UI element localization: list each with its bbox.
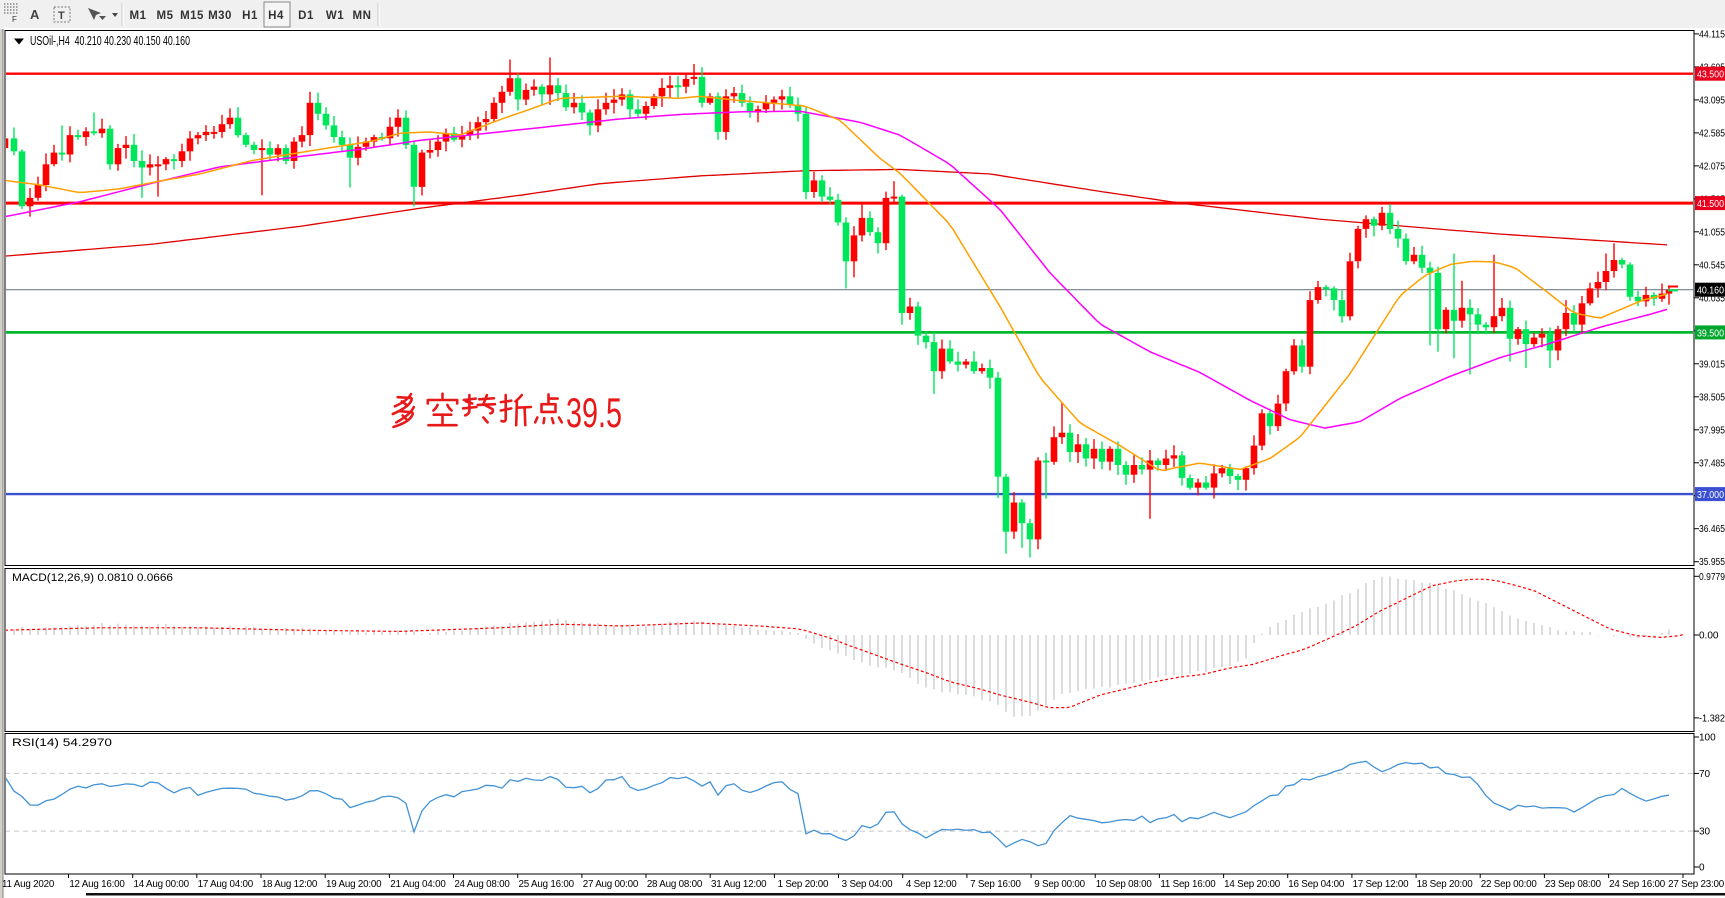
svg-text:24 Sep 16:00: 24 Sep 16:00 bbox=[1609, 879, 1666, 890]
svg-text:21 Aug 04:00: 21 Aug 04:00 bbox=[390, 879, 446, 890]
svg-text:11 Aug 2020: 11 Aug 2020 bbox=[2, 879, 55, 890]
svg-text:30: 30 bbox=[1699, 827, 1711, 838]
svg-text:11 Sep 16:00: 11 Sep 16:00 bbox=[1160, 879, 1216, 890]
svg-text:-1.382: -1.382 bbox=[1699, 713, 1725, 724]
svg-text:35.955: 35.955 bbox=[1699, 557, 1725, 568]
svg-text:9 Sep 00:00: 9 Sep 00:00 bbox=[1034, 879, 1085, 890]
svg-text:23 Sep 08:00: 23 Sep 08:00 bbox=[1545, 879, 1602, 890]
svg-text:19 Aug 20:00: 19 Aug 20:00 bbox=[326, 879, 382, 890]
svg-text:USOil-,H4 40.210 40.230 40.15: USOil-,H4 40.210 40.230 40.150 40.160 bbox=[30, 34, 190, 48]
svg-text:40.160: 40.160 bbox=[1697, 286, 1724, 297]
svg-text:70: 70 bbox=[1699, 769, 1711, 780]
svg-text:T: T bbox=[58, 10, 65, 22]
svg-text:25 Aug 16:00: 25 Aug 16:00 bbox=[519, 879, 575, 890]
svg-text:16 Sep 04:00: 16 Sep 04:00 bbox=[1288, 879, 1345, 890]
svg-text:24 Aug 08:00: 24 Aug 08:00 bbox=[454, 879, 510, 890]
svg-text:39.500: 39.500 bbox=[1697, 328, 1724, 339]
svg-text:7 Sep 16:00: 7 Sep 16:00 bbox=[970, 879, 1021, 890]
svg-text:W1: W1 bbox=[326, 10, 344, 22]
svg-text:0.9779: 0.9779 bbox=[1699, 572, 1725, 583]
svg-text:39.5: 39.5 bbox=[566, 389, 622, 436]
svg-text:18 Sep 20:00: 18 Sep 20:00 bbox=[1417, 879, 1474, 890]
svg-text:A: A bbox=[30, 7, 40, 22]
svg-text:37.000: 37.000 bbox=[1697, 490, 1724, 501]
svg-text:MACD(12,26,9) 0.0810 0.0666: MACD(12,26,9) 0.0810 0.0666 bbox=[12, 572, 173, 584]
svg-text:17 Sep 12:00: 17 Sep 12:00 bbox=[1352, 879, 1409, 890]
svg-text:10 Sep 08:00: 10 Sep 08:00 bbox=[1096, 879, 1153, 890]
svg-text:M15: M15 bbox=[180, 10, 204, 22]
svg-text:1 Sep 20:00: 1 Sep 20:00 bbox=[778, 879, 829, 890]
svg-text:39.015: 39.015 bbox=[1699, 359, 1725, 370]
svg-text:40.035: 40.035 bbox=[1699, 293, 1725, 304]
svg-text:41.500: 41.500 bbox=[1697, 199, 1724, 210]
svg-text:38.505: 38.505 bbox=[1699, 392, 1725, 403]
svg-text:27 Aug 00:00: 27 Aug 00:00 bbox=[583, 879, 639, 890]
svg-text:D1: D1 bbox=[298, 10, 314, 22]
svg-text:37.485: 37.485 bbox=[1699, 458, 1725, 469]
svg-text:H4: H4 bbox=[268, 10, 284, 22]
svg-text:MN: MN bbox=[353, 10, 372, 22]
svg-text:17 Aug 04:00: 17 Aug 04:00 bbox=[198, 879, 254, 890]
svg-text:37.995: 37.995 bbox=[1699, 425, 1725, 436]
svg-text:14 Sep 20:00: 14 Sep 20:00 bbox=[1224, 879, 1281, 890]
svg-text:43.095: 43.095 bbox=[1699, 95, 1725, 106]
svg-text:RSI(14) 54.2970: RSI(14) 54.2970 bbox=[12, 737, 112, 749]
svg-text:M30: M30 bbox=[208, 10, 232, 22]
svg-text:41.055: 41.055 bbox=[1699, 227, 1725, 238]
svg-text:4 Sep 12:00: 4 Sep 12:00 bbox=[906, 879, 957, 890]
svg-text:42.075: 42.075 bbox=[1699, 161, 1725, 172]
svg-text:40.545: 40.545 bbox=[1699, 260, 1725, 271]
svg-text:H1: H1 bbox=[242, 10, 258, 22]
svg-text:18 Aug 12:00: 18 Aug 12:00 bbox=[262, 879, 318, 890]
svg-text:M5: M5 bbox=[157, 10, 174, 22]
svg-text:22 Sep 00:00: 22 Sep 00:00 bbox=[1481, 879, 1538, 890]
svg-text:31 Aug 12:00: 31 Aug 12:00 bbox=[711, 879, 767, 890]
svg-text:14 Aug 00:00: 14 Aug 00:00 bbox=[134, 879, 190, 890]
svg-text:28 Aug 08:00: 28 Aug 08:00 bbox=[647, 879, 703, 890]
svg-text:100: 100 bbox=[1699, 733, 1716, 744]
svg-text:12 Aug 16:00: 12 Aug 16:00 bbox=[69, 879, 125, 890]
svg-text:0.00: 0.00 bbox=[1699, 631, 1719, 642]
svg-text:F: F bbox=[12, 15, 17, 24]
svg-text:43.500: 43.500 bbox=[1697, 70, 1724, 81]
svg-text:36.465: 36.465 bbox=[1699, 524, 1725, 535]
svg-text:42.585: 42.585 bbox=[1699, 128, 1725, 139]
svg-text:0: 0 bbox=[1699, 863, 1705, 874]
svg-text:M1: M1 bbox=[130, 10, 147, 22]
svg-text:44.115: 44.115 bbox=[1699, 29, 1725, 40]
svg-text:3 Sep 04:00: 3 Sep 04:00 bbox=[842, 879, 893, 890]
svg-text:27 Sep 23:00: 27 Sep 23:00 bbox=[1668, 879, 1725, 890]
